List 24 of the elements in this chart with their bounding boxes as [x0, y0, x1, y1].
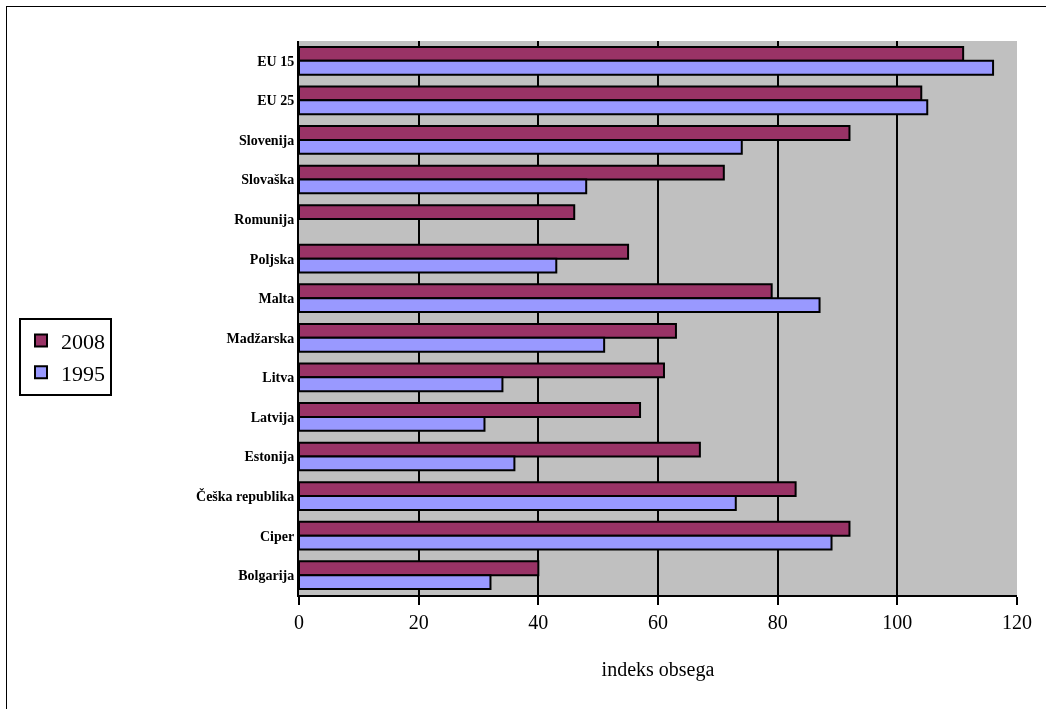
- legend-label: 1995: [60, 360, 105, 386]
- y-tick-label: Latvija: [250, 409, 295, 425]
- x-tick-label: 20: [408, 611, 429, 633]
- y-tick-label: Poljska: [249, 251, 295, 267]
- y-tick-label: Slovenija: [238, 132, 295, 148]
- x-tick-label: 0: [294, 611, 304, 633]
- y-tick-label: EU 15: [257, 53, 295, 69]
- legend-label: 2008: [60, 329, 105, 355]
- x-tick-label: 100: [882, 611, 913, 633]
- y-tick-label: Ciper: [259, 528, 295, 544]
- y-tick-label: Bolgarija: [238, 568, 295, 584]
- x-axis-title: indeks obsega: [601, 658, 715, 681]
- y-tick-label: Estonija: [244, 449, 295, 465]
- y-tick-label: Češka republika: [196, 487, 295, 504]
- x-tick-label: 60: [648, 611, 668, 633]
- y-tick-label: EU 25: [257, 93, 295, 109]
- y-tick-label: Slovaška: [241, 172, 295, 188]
- x-tick-label: 120: [1002, 611, 1032, 633]
- y-tick-label: Madžarska: [226, 330, 295, 346]
- x-tick-label: 40: [528, 611, 549, 633]
- y-tick-label: Romunija: [234, 211, 295, 227]
- x-tick-label: 80: [767, 611, 788, 633]
- y-tick-label: Malta: [258, 291, 295, 307]
- y-tick-label: Litva: [262, 370, 295, 386]
